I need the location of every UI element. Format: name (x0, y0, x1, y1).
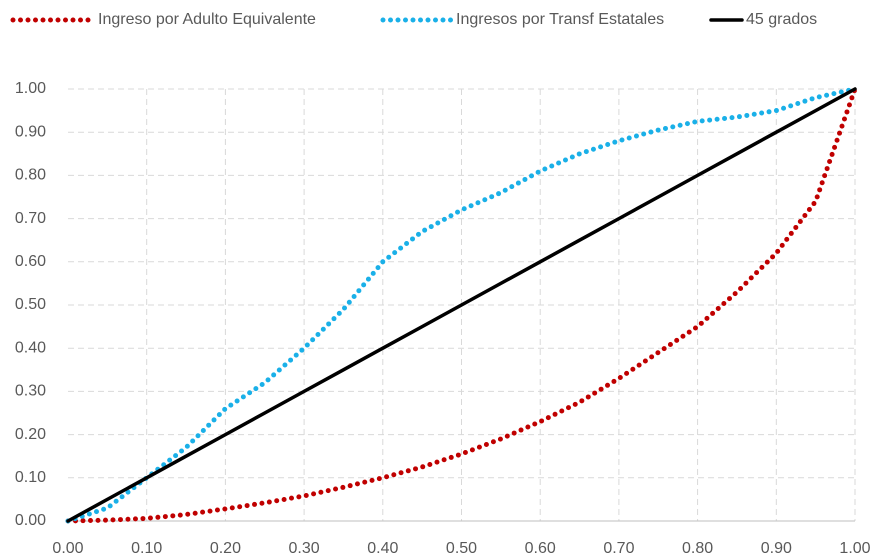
y-tick-label: 0.50 (15, 296, 46, 313)
x-tick-label: 0.20 (210, 540, 241, 557)
x-tick-label: 0.10 (131, 540, 162, 557)
y-tick-label: 0.00 (15, 512, 46, 529)
x-tick-label: 1.00 (839, 540, 870, 557)
x-tick-label: 0.70 (603, 540, 634, 557)
y-tick-label: 0.70 (15, 210, 46, 227)
y-tick-label: 0.10 (15, 469, 46, 486)
x-tick-label: 0.90 (761, 540, 792, 557)
legend-label: 45 grados (746, 11, 817, 28)
y-tick-label: 0.20 (15, 426, 46, 443)
series-line (66, 87, 857, 523)
series-line (65, 86, 858, 524)
x-tick-label: 0.60 (525, 540, 556, 557)
y-tick-label: 0.60 (15, 253, 46, 270)
legend-label: Ingresos por Transf Estatales (456, 11, 664, 28)
x-tick-label: 0.80 (682, 540, 713, 557)
x-tick-label: 0.30 (289, 540, 320, 557)
x-tick-label: 0.50 (446, 540, 477, 557)
legend-label: Ingreso por Adulto Equivalente (98, 11, 316, 28)
series-line (65, 86, 858, 524)
y-tick-label: 1.00 (15, 80, 46, 97)
x-tick-label: 0.40 (367, 540, 398, 557)
x-tick-label: 0.00 (52, 540, 83, 557)
y-tick-label: 0.80 (15, 167, 46, 184)
y-tick-label: 0.40 (15, 339, 46, 356)
y-tick-label: 0.90 (15, 123, 46, 140)
y-tick-label: 0.30 (15, 383, 46, 400)
